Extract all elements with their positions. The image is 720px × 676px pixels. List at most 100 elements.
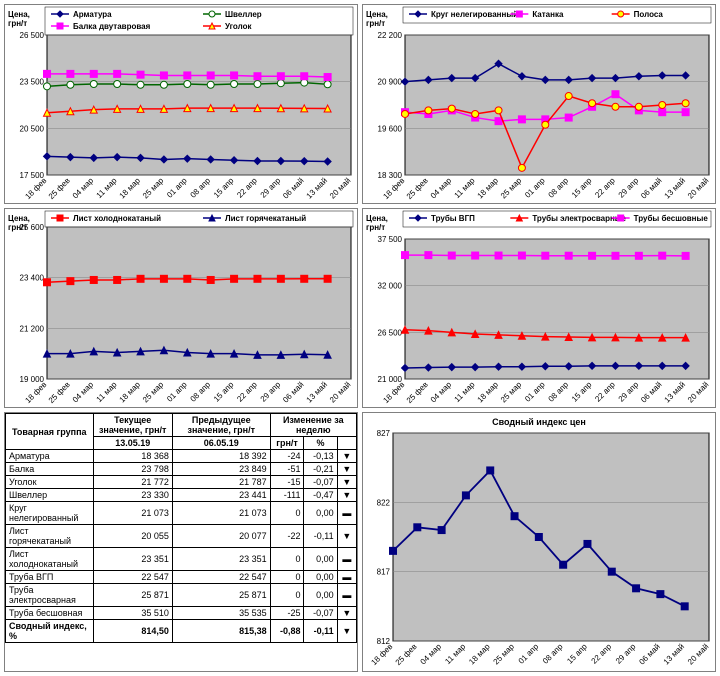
svg-text:22 200: 22 200: [378, 31, 403, 40]
svg-text:Швеллер: Швеллер: [225, 10, 262, 19]
th-date-cur: 13.05.19: [93, 437, 172, 450]
svg-text:Трубы бесшовные: Трубы бесшовные: [634, 214, 709, 223]
svg-text:25 фев: 25 фев: [47, 380, 72, 405]
svg-text:Сводный индекс цен: Сводный индекс цен: [492, 417, 586, 427]
svg-text:15 апр: 15 апр: [565, 642, 589, 666]
svg-text:18 мар: 18 мар: [118, 176, 143, 201]
chart-4: Трубы ВГПТрубы электросварныеТрубы бесшо…: [362, 208, 716, 408]
svg-text:06 май: 06 май: [281, 380, 305, 404]
svg-text:15 апр: 15 апр: [212, 176, 236, 200]
th-current: Текущее значение, грн/т: [93, 414, 172, 437]
svg-text:29 апр: 29 апр: [617, 380, 641, 404]
svg-text:13 май: 13 май: [663, 380, 687, 404]
svg-text:25 мар: 25 мар: [141, 176, 166, 201]
th-date-prev: 06.05.19: [172, 437, 270, 450]
svg-text:Катанка: Катанка: [532, 10, 564, 19]
svg-text:04 мар: 04 мар: [419, 642, 444, 667]
svg-text:13 май: 13 май: [663, 176, 687, 200]
svg-text:Трубы ВГП: Трубы ВГП: [431, 214, 475, 223]
svg-text:25 мар: 25 мар: [499, 380, 524, 405]
svg-text:06 май: 06 май: [637, 642, 661, 666]
svg-text:22 апр: 22 апр: [590, 642, 614, 666]
chart-2: Круг нелегированныйКатанкаПолоса18 30019…: [362, 4, 716, 204]
table-row: Балка23 79823 849-51-0,21▼: [6, 463, 357, 476]
svg-text:Цена,грн/т: Цена,грн/т: [8, 10, 30, 28]
svg-text:Круг нелегированный: Круг нелегированный: [431, 10, 518, 19]
svg-text:20 900: 20 900: [378, 78, 403, 87]
svg-text:23 400: 23 400: [20, 274, 45, 283]
svg-text:15 апр: 15 апр: [212, 380, 236, 404]
th-prev: Предыдущее значение, грн/т: [172, 414, 270, 437]
table-row: Швеллер23 33023 441-111-0,47▼: [6, 489, 357, 502]
table-row: Труба ВГП22 54722 54700,00▬: [6, 571, 357, 584]
table-row: Арматура18 36818 392-24-0,13▼: [6, 450, 357, 463]
svg-text:822: 822: [377, 498, 391, 507]
svg-text:04 мар: 04 мар: [71, 380, 96, 405]
svg-text:29 апр: 29 апр: [259, 176, 283, 200]
svg-text:Цена,грн/т: Цена,грн/т: [8, 214, 30, 232]
svg-text:15 апр: 15 апр: [570, 176, 594, 200]
svg-text:20 май: 20 май: [686, 642, 710, 666]
svg-text:Цена,грн/т: Цена,грн/т: [366, 10, 388, 28]
svg-text:11 мар: 11 мар: [453, 176, 477, 200]
svg-text:06 май: 06 май: [281, 176, 305, 200]
data-table-panel: Товарная группа Текущее значение, грн/т …: [4, 412, 358, 672]
svg-text:Полоса: Полоса: [634, 10, 664, 19]
th-change: Изменение за неделю: [270, 414, 356, 437]
svg-text:11 мар: 11 мар: [453, 380, 477, 404]
table-row: Лист горячекатаный20 05520 077-22-0,11▼: [6, 525, 357, 548]
table-total-row: Сводный индекс, %814,50815,38-0,88-0,11▼: [6, 620, 357, 643]
svg-text:20 май: 20 май: [686, 380, 710, 404]
svg-text:26 500: 26 500: [378, 328, 403, 337]
svg-text:817: 817: [377, 568, 391, 577]
svg-text:06 май: 06 май: [639, 176, 663, 200]
svg-text:01 апр: 01 апр: [165, 176, 189, 200]
table-row: Круг нелегированный21 07321 07300,00▬: [6, 502, 357, 525]
svg-text:01 апр: 01 апр: [517, 642, 541, 666]
svg-text:15 апр: 15 апр: [570, 380, 594, 404]
svg-text:13 май: 13 май: [662, 642, 686, 666]
svg-text:08 апр: 08 апр: [189, 380, 213, 404]
svg-text:22 апр: 22 апр: [593, 176, 617, 200]
svg-text:25 мар: 25 мар: [499, 176, 524, 201]
svg-text:32 000: 32 000: [378, 282, 403, 291]
svg-text:19 600: 19 600: [378, 124, 403, 133]
table-row: Труба бесшовная35 51035 535-25-0,07▼: [6, 607, 357, 620]
svg-text:Лист холоднокатаный: Лист холоднокатаный: [73, 214, 161, 223]
price-table: Товарная группа Текущее значение, грн/т …: [5, 413, 357, 643]
svg-text:11 мар: 11 мар: [95, 380, 119, 404]
svg-text:13 май: 13 май: [305, 380, 329, 404]
th-pct: %: [304, 437, 337, 450]
svg-text:22 апр: 22 апр: [593, 380, 617, 404]
th-group: Товарная группа: [6, 414, 94, 450]
svg-text:22 апр: 22 апр: [235, 176, 259, 200]
svg-text:18 мар: 18 мар: [118, 380, 143, 405]
th-dir: [337, 437, 356, 450]
svg-text:827: 827: [377, 429, 391, 438]
svg-text:01 апр: 01 апр: [523, 176, 547, 200]
svg-text:29 апр: 29 апр: [617, 176, 641, 200]
svg-text:20 500: 20 500: [20, 124, 45, 133]
svg-text:11 мар: 11 мар: [443, 642, 467, 666]
chart-3: Лист холоднокатаныйЛист горячекатаный19 …: [4, 208, 358, 408]
svg-text:08 апр: 08 апр: [541, 642, 565, 666]
svg-text:25 фев: 25 фев: [394, 642, 419, 667]
svg-text:08 апр: 08 апр: [547, 176, 571, 200]
svg-text:26 500: 26 500: [20, 31, 45, 40]
svg-text:Уголок: Уголок: [225, 22, 252, 31]
svg-text:23 500: 23 500: [20, 78, 45, 87]
svg-text:Арматура: Арматура: [73, 10, 112, 19]
svg-text:20 май: 20 май: [328, 380, 352, 404]
svg-text:01 апр: 01 апр: [165, 380, 189, 404]
svg-text:25 фев: 25 фев: [405, 176, 430, 201]
svg-text:04 мар: 04 мар: [429, 380, 454, 405]
svg-text:Лист горячекатаный: Лист горячекатаный: [225, 214, 306, 223]
table-row: Труба электросварная25 87125 87100,00▬: [6, 584, 357, 607]
svg-text:18 мар: 18 мар: [476, 380, 501, 405]
svg-text:20 май: 20 май: [328, 176, 352, 200]
chart-5: Сводный индекс цен81281782282718 фев25 ф…: [362, 412, 716, 672]
svg-text:06 май: 06 май: [639, 380, 663, 404]
svg-text:25 мар: 25 мар: [141, 380, 166, 405]
svg-text:37 500: 37 500: [378, 235, 403, 244]
svg-text:04 мар: 04 мар: [429, 176, 454, 201]
